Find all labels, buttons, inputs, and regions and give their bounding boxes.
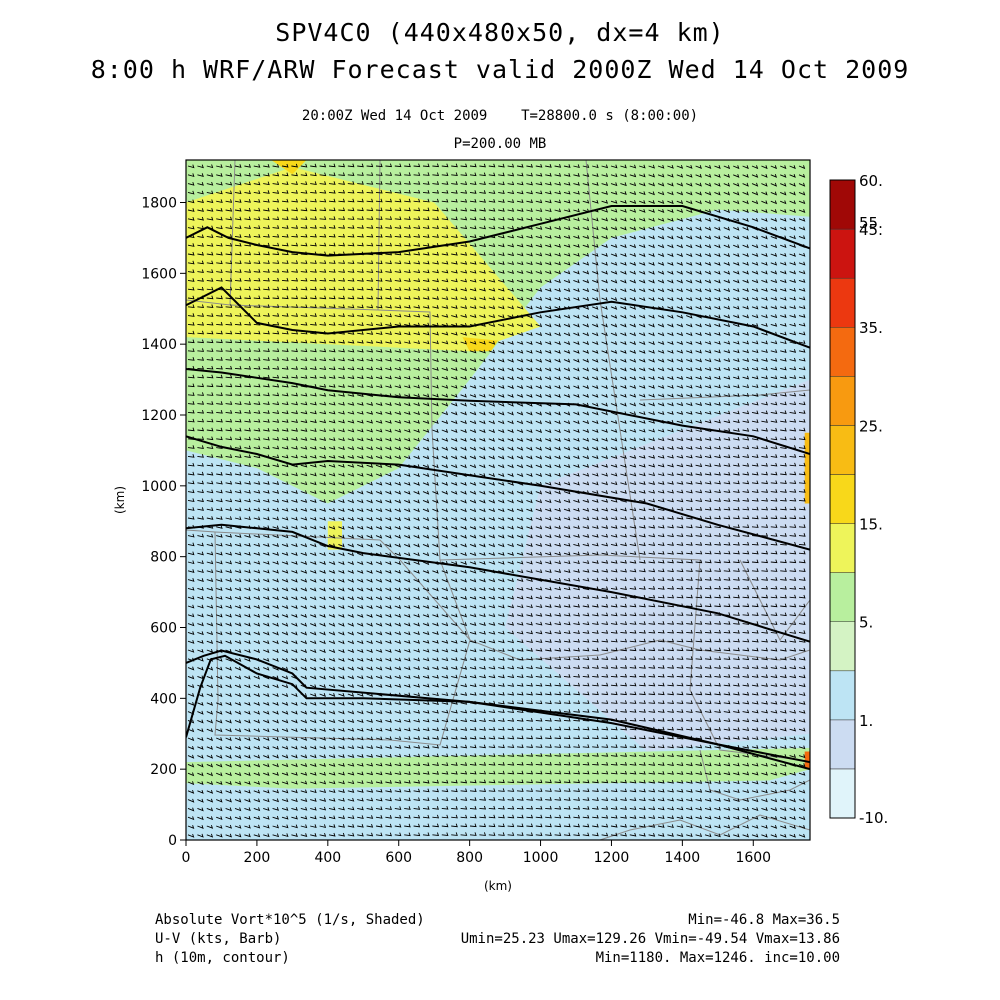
colorbar-frame: [829, 179, 856, 819]
plot-frame: [185, 159, 811, 841]
x-axis: 0 200 400 600 800 1000 1200 1400 1600: [182, 840, 771, 866]
wind-barbs: [187, 163, 806, 838]
height-contour-line: [186, 368, 810, 455]
barb-field-label: U-V (kts, Barb): [155, 931, 282, 947]
x-tick-label: 200: [244, 850, 271, 866]
pressure-level-line: P=200.00 MB: [453, 136, 547, 152]
state-boundary-line: [389, 639, 661, 746]
colorbar-swatch: [829, 670, 856, 721]
x-tick-label: 1200: [594, 850, 630, 866]
colorbar-tick-label: 15.: [859, 516, 883, 534]
x-tick-label: 1400: [665, 850, 701, 866]
plot-area: [185, 159, 811, 841]
colorbar-swatch: [829, 621, 856, 672]
colorbar-swatch: [829, 523, 856, 573]
colorbar-swatch: [829, 277, 856, 328]
colorbar-swatch: [829, 474, 856, 524]
y-tick-label: 1400: [141, 337, 177, 353]
y-tick-label: 1600: [141, 266, 177, 282]
y-tick-label: 1000: [141, 479, 177, 495]
vorticity-shaded-region: [186, 779, 810, 840]
colorbar-tick-label: 60.: [859, 172, 883, 190]
height-contour-line: [186, 523, 810, 643]
colorbar-tick-label: 35.: [859, 319, 883, 337]
contour-field-label: h (10m, contour): [155, 950, 290, 966]
colorbar-tick-label: 55.: [859, 214, 883, 232]
height-contour-line: [186, 286, 810, 349]
state-boundary-line: [639, 389, 810, 401]
y-tick-label: 400: [150, 691, 177, 707]
state-boundary-line: [659, 639, 810, 661]
y-axis: 0 200 400 600 800 1000 1200 1400 1600 1800: [141, 196, 186, 849]
x-tick-label: 0: [182, 850, 191, 866]
height-contour-line: [186, 435, 810, 551]
vorticity-shaded-region: [327, 521, 342, 550]
colorbar-swatch: [829, 719, 856, 770]
state-boundary-line: [739, 559, 810, 641]
y-axis-label: (km): [113, 486, 127, 514]
state-boundary-line: [585, 160, 641, 561]
y-tick-label: 0: [168, 833, 177, 849]
coastline: [699, 749, 810, 801]
state-boundary-line: [186, 529, 391, 741]
colorbar-swatch: [829, 326, 856, 377]
contour-field-stats: Min=1180. Max=1246. inc=10.00: [595, 950, 840, 966]
x-axis-label: (km): [484, 879, 512, 893]
height-contours: [186, 205, 810, 771]
colorbar-swatch: [829, 376, 856, 426]
state-boundary-line: [377, 309, 471, 641]
vorticity-shaded-region: [186, 167, 541, 352]
y-tick-label: 600: [150, 621, 177, 637]
x-tick-label: 1000: [523, 850, 559, 866]
vorticity-shaded-region: [462, 337, 498, 352]
vorticity-shaded-region: [271, 160, 307, 175]
colorbar-tick-label: 5.: [859, 614, 873, 632]
colorbar-tick-label: 25.: [859, 417, 883, 435]
x-tick-label: 1600: [735, 850, 771, 866]
x-tick-label: 600: [385, 850, 412, 866]
y-tick-label: 1200: [141, 408, 177, 424]
shaded-field-stats: Min=-46.8 Max=36.5: [688, 912, 840, 928]
chart-title-line1: SPV4C0 (440x480x50, dx=4 km): [275, 18, 725, 47]
colorbar: -10. 1. 5. 15. 25. 35. 45.55. 60.: [829, 172, 888, 827]
valid-time-line: 20:00Z Wed 14 Oct 2009 T=28800.0 s (8:00…: [301, 108, 699, 124]
shaded-field-label: Absolute Vort*10^5 (1/s, Shaded): [155, 912, 425, 928]
colorbar-tick-label: 1.: [859, 712, 873, 730]
colorbar-swatch: [829, 179, 856, 230]
colorbar-swatch: [829, 228, 856, 279]
chart-title-line2: 8:00 h WRF/ARW Forecast valid 2000Z Wed …: [90, 55, 910, 84]
colorbar-swatch: [829, 768, 856, 819]
height-contour-line: [186, 205, 810, 257]
height-contour-line: [186, 654, 810, 771]
colorbar-tick-label: 45.: [859, 221, 883, 239]
colorbar-tick-label: -10.: [859, 809, 888, 827]
vorticity-shaded-region: [804, 432, 810, 504]
state-boundary-line: [214, 531, 471, 641]
height-contour-line: [186, 649, 810, 764]
colorbar-swatch: [829, 425, 856, 475]
state-boundary-line: [439, 554, 701, 561]
colorbar-swatch: [829, 572, 856, 622]
x-tick-label: 400: [314, 850, 341, 866]
wind-barb-field: [187, 163, 806, 838]
barb-field-stats: Umin=25.23 Umax=129.26 Vmin=-49.54 Vmax=…: [460, 931, 840, 947]
vorticity-shaded-region: [804, 751, 810, 770]
y-tick-label: 200: [150, 762, 177, 778]
y-tick-label: 800: [150, 550, 177, 566]
y-tick-label: 1800: [141, 196, 177, 212]
x-tick-label: 800: [456, 850, 483, 866]
